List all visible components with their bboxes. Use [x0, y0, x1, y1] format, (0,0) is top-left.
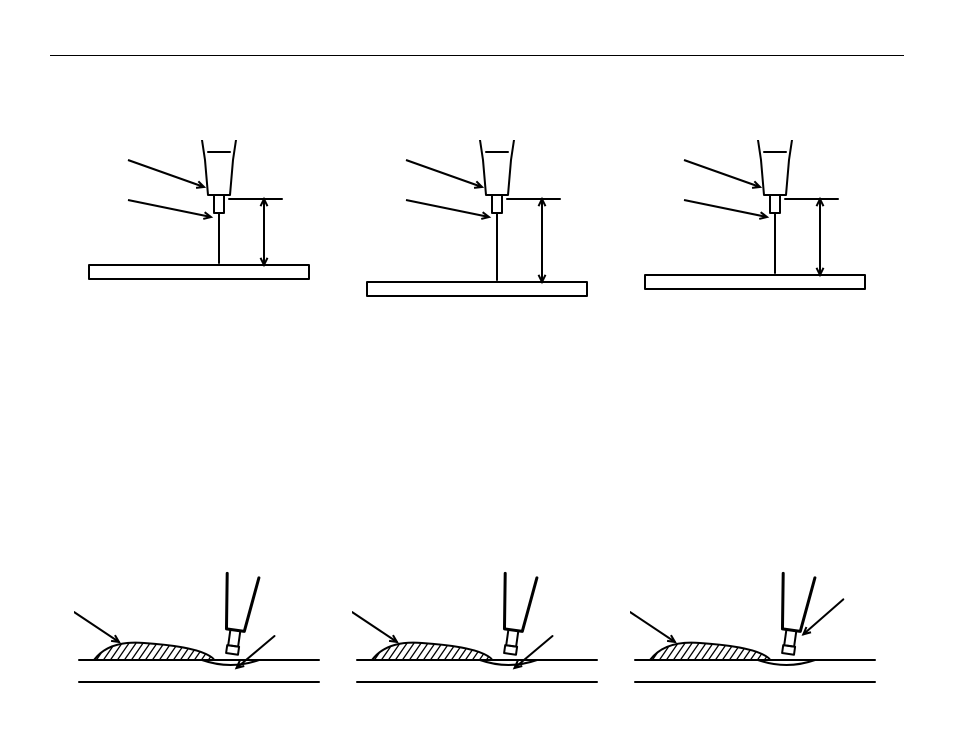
weld-bead-diagram-row [0, 540, 954, 740]
horizontal-rule [50, 55, 904, 56]
stickout-diagram-1 [74, 140, 324, 340]
stickout-diagram-2 [352, 140, 602, 340]
stickout-diagram-row [0, 140, 954, 340]
stickout-diagram-3 [630, 140, 880, 340]
weld-bead-diagram-1 [74, 540, 324, 740]
weld-bead-diagram-2 [352, 540, 602, 740]
weld-bead-diagram-3 [630, 540, 880, 740]
